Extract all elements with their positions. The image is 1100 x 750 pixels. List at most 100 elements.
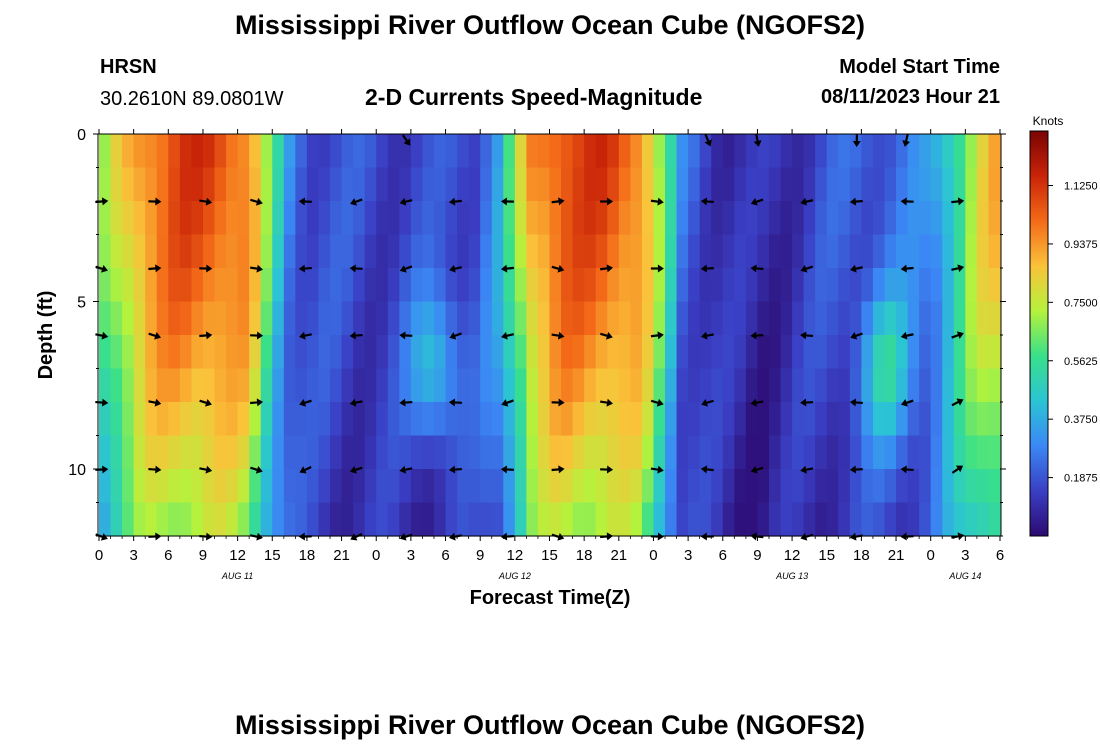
heatmap-cell <box>330 402 343 437</box>
heatmap-cell <box>826 368 839 403</box>
heatmap-cell <box>179 134 193 169</box>
current-vector-arrow <box>750 264 764 273</box>
heatmap-cell <box>376 469 389 504</box>
heatmap-cell <box>826 435 839 470</box>
heatmap-cell <box>468 335 481 370</box>
heatmap-cell <box>353 134 366 169</box>
heatmap-cell <box>549 301 562 336</box>
heatmap-cell <box>364 335 377 370</box>
heatmap-cell <box>815 234 828 269</box>
heatmap-cell <box>237 402 250 437</box>
heatmap-cell <box>99 301 112 336</box>
current-vector-arrow <box>800 398 814 407</box>
heatmap-cell <box>976 167 990 202</box>
current-vector-arrow <box>700 331 714 340</box>
heatmap-cell <box>364 301 377 336</box>
heatmap-cell <box>110 167 123 202</box>
heatmap-cell <box>618 502 631 537</box>
heatmap-cell <box>249 167 262 202</box>
x-tick-label: 6 <box>164 547 172 564</box>
heatmap-cell <box>722 134 735 169</box>
heatmap-cell <box>907 368 920 403</box>
heatmap-cell <box>872 268 886 303</box>
heatmap-cell <box>641 368 655 403</box>
heatmap-cell <box>226 134 239 169</box>
heatmap-cell <box>676 335 689 370</box>
heatmap-cell <box>699 335 712 370</box>
heatmap-cell <box>110 234 123 269</box>
heatmap-cell <box>272 435 285 470</box>
heatmap-cell <box>168 268 181 303</box>
heatmap-cell <box>942 368 955 403</box>
heatmap-cell <box>399 335 412 370</box>
heatmap-cell <box>503 201 516 236</box>
heatmap-cell <box>572 502 585 537</box>
heatmap-cell <box>572 368 585 403</box>
heatmap-cell <box>399 234 412 269</box>
heatmap-cell <box>179 335 193 370</box>
heatmap-cell <box>272 502 285 537</box>
heatmap-cell <box>930 268 943 303</box>
heatmap-cell <box>745 201 759 236</box>
heatmap-cell <box>665 402 678 437</box>
heatmap-cell <box>630 469 643 504</box>
heatmap-cell <box>410 435 424 470</box>
heatmap-cell <box>792 368 805 403</box>
heatmap-cell <box>884 502 897 537</box>
heatmap-cell <box>896 335 909 370</box>
current-vector-arrow <box>298 264 312 273</box>
heatmap-cell <box>676 469 689 504</box>
heatmap-cell <box>757 268 770 303</box>
heatmap-cell <box>734 234 747 269</box>
heatmap-cell <box>445 234 458 269</box>
heatmap-cell <box>133 201 146 236</box>
heatmap-cell <box>884 167 897 202</box>
heatmap-cell <box>445 502 458 537</box>
heatmap-cell <box>202 268 216 303</box>
heatmap-cell <box>341 502 354 537</box>
heatmap-cell <box>942 201 955 236</box>
heatmap-cell <box>445 368 458 403</box>
heatmap-cell <box>826 234 839 269</box>
heatmap-cell <box>953 167 966 202</box>
x-tick-label: 3 <box>961 547 969 564</box>
heatmap-cell <box>549 134 562 169</box>
current-vector-arrow <box>551 197 565 206</box>
heatmap-cell <box>110 201 123 236</box>
heatmap-cell <box>838 268 851 303</box>
current-vector-arrow <box>148 332 162 340</box>
heatmap-cell <box>306 134 320 169</box>
heatmap-cell <box>595 402 608 437</box>
heatmap-cell <box>387 201 400 236</box>
heatmap-cell <box>930 301 943 336</box>
heatmap-cell <box>272 368 285 403</box>
heatmap-cell <box>249 234 262 269</box>
current-vector-arrow <box>349 331 363 340</box>
heatmap-cell <box>976 469 990 504</box>
heatmap-cell <box>318 335 331 370</box>
heatmap-cell <box>792 402 805 437</box>
heatmap-cell <box>826 469 839 504</box>
heatmap-cell <box>872 469 886 504</box>
heatmap-cell <box>826 167 839 202</box>
heatmap-cell <box>884 234 897 269</box>
heatmap-cell <box>607 268 620 303</box>
heatmap-cell <box>122 301 135 336</box>
heatmap-cell <box>861 201 874 236</box>
current-vector-arrow <box>449 264 462 273</box>
heatmap-cell <box>757 335 770 370</box>
heatmap-cell <box>376 402 389 437</box>
x-tick-label: 6 <box>719 547 727 564</box>
heatmap-cell <box>410 167 424 202</box>
heatmap-cell <box>930 469 943 504</box>
current-vector-arrow <box>650 331 664 340</box>
heatmap-cell <box>503 402 516 437</box>
x-tick-label: 15 <box>818 547 835 564</box>
heatmap-cell <box>318 167 331 202</box>
heatmap-cell <box>884 469 897 504</box>
current-vector-arrow <box>650 197 664 206</box>
heatmap-cell <box>376 335 389 370</box>
heatmap-cell <box>630 201 643 236</box>
y-axis: 0 5 10 <box>68 127 1006 537</box>
heatmap-cell <box>272 301 285 336</box>
